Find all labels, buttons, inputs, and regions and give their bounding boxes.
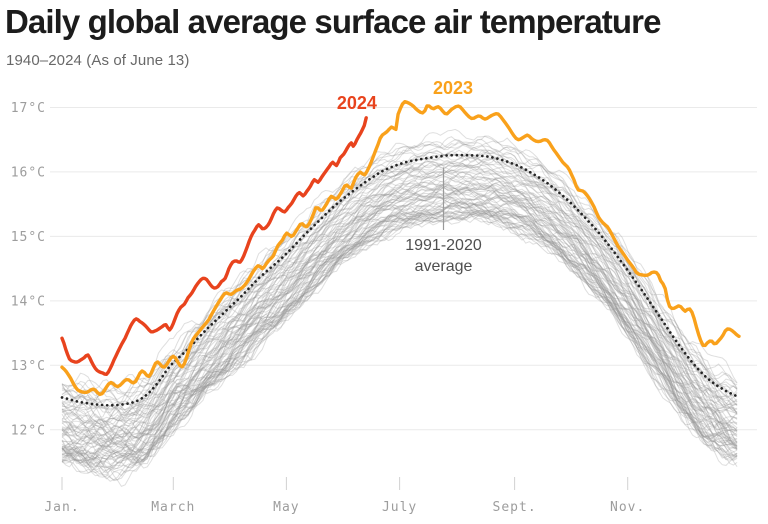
- background-year-line: [62, 205, 738, 466]
- background-year-line: [61, 161, 738, 425]
- background-year-line: [61, 186, 738, 445]
- y-axis-label: 17°C: [11, 101, 46, 116]
- background-year-line: [61, 153, 738, 423]
- chart-header: Daily global average surface air tempera…: [5, 3, 661, 69]
- background-year-line: [61, 190, 738, 460]
- background-year-line: [61, 213, 738, 474]
- background-year-line: [61, 136, 738, 411]
- background-year-line: [61, 180, 738, 445]
- background-year-line: [61, 187, 738, 447]
- background-year-line: [61, 171, 738, 442]
- background-year-line: [61, 162, 738, 425]
- background-year-line: [61, 202, 738, 465]
- background-year-line: [61, 169, 738, 435]
- average-1991-2020-line: [60, 153, 739, 407]
- background-year-line: [61, 156, 738, 421]
- background-year-line: [61, 189, 738, 458]
- chart-subtitle: 1940–2024 (As of June 13): [6, 51, 190, 69]
- y-axis-label: 15°C: [11, 230, 46, 245]
- background-year-line: [61, 194, 738, 454]
- background-year-line: [61, 160, 738, 422]
- background-year-line: [61, 179, 738, 451]
- background-year-line: [61, 177, 738, 437]
- line-2023: [60, 99, 741, 397]
- background-year-line: [61, 168, 738, 435]
- background-year-line: [61, 214, 738, 481]
- background-year-line: [61, 175, 738, 435]
- line-2024: [60, 116, 368, 376]
- background-year-line: [61, 209, 738, 470]
- x-axis-label: July: [382, 500, 417, 515]
- background-year-line: [61, 213, 738, 469]
- background-year-line: [61, 200, 738, 461]
- background-year-line: [61, 193, 738, 459]
- background-year-line: [61, 207, 738, 471]
- x-axis-label: March: [151, 500, 195, 515]
- background-year-line: [61, 189, 738, 452]
- background-year-line: [61, 154, 738, 426]
- background-year-line: [61, 212, 738, 488]
- x-axis-label: Sept.: [493, 500, 537, 515]
- background-year-line: [61, 197, 738, 467]
- background-year-line: [61, 204, 738, 471]
- background-year-line: [61, 195, 738, 464]
- background-year-line: [61, 165, 738, 429]
- x-axis-label: Jan.: [44, 500, 79, 515]
- background-year-line: [61, 171, 738, 441]
- y-axis-label: 13°C: [11, 359, 46, 374]
- background-year-line: [61, 206, 738, 465]
- background-year-line: [61, 202, 738, 465]
- background-year-line: [61, 210, 738, 482]
- background-year-line: [61, 200, 738, 471]
- background-year-line: [61, 186, 738, 449]
- background-year-line: [61, 208, 738, 480]
- background-year-line: [61, 128, 738, 395]
- background-year-line: [61, 208, 738, 469]
- background-year-line: [61, 164, 738, 426]
- background-year-line: [61, 212, 738, 482]
- background-year-line: [61, 144, 738, 418]
- background-year-line: [61, 190, 738, 455]
- background-year-line: [61, 201, 738, 462]
- background-year-line: [61, 205, 738, 468]
- background-year-line: [61, 169, 738, 439]
- y-axis-label: 14°C: [11, 294, 46, 309]
- x-axis-label: May: [273, 500, 299, 515]
- label-2024: 2024: [337, 93, 377, 113]
- background-year-line: [61, 209, 738, 478]
- background-year-line: [61, 196, 738, 462]
- background-year-line: [61, 182, 738, 441]
- y-axis-label: 12°C: [11, 423, 46, 438]
- background-year-line: [61, 208, 738, 472]
- background-year-line: [61, 160, 738, 418]
- x-axis-label: Nov.: [610, 500, 645, 515]
- background-year-line: [61, 199, 738, 468]
- background-year-line: [61, 140, 738, 398]
- background-year-line: [61, 208, 738, 477]
- background-year-line: [61, 179, 738, 440]
- background-year-line: [61, 183, 738, 448]
- annotation-text-line1: 1991-2020: [405, 237, 482, 254]
- page-title: Daily global average surface air tempera…: [5, 3, 661, 40]
- background-year-line: [61, 210, 738, 474]
- background-year-line: [61, 190, 738, 453]
- background-year-line: [61, 183, 738, 444]
- y-axis-label: 16°C: [11, 165, 46, 180]
- background-year-line: [61, 146, 738, 417]
- background-year-line: [61, 172, 738, 445]
- background-year-line: [61, 183, 738, 447]
- background-year-line: [61, 185, 738, 453]
- background-year-line: [61, 191, 738, 455]
- background-year-line: [61, 171, 738, 429]
- background-year-line: [61, 183, 738, 445]
- background-year-line: [61, 184, 738, 456]
- background-year-line: [61, 203, 738, 463]
- background-year-line: [61, 201, 738, 462]
- annotation-text-line2: average: [415, 258, 473, 275]
- label-2023: 2023: [433, 78, 473, 98]
